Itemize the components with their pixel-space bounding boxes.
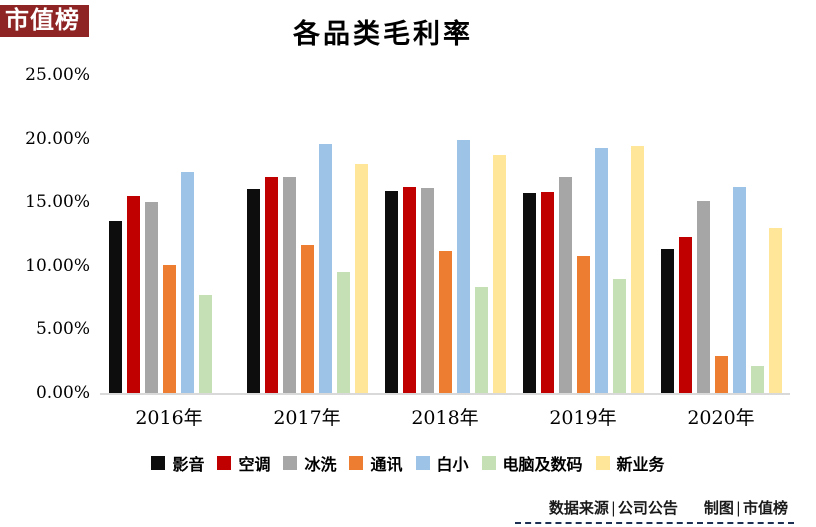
legend-swatch (481, 456, 496, 470)
bar (198, 295, 212, 393)
credit-label: 制图 (703, 499, 734, 517)
y-axis-tick: 15.00% (25, 192, 90, 213)
bar (540, 192, 554, 393)
legend-label: 白小 (436, 455, 469, 474)
bar (126, 195, 140, 393)
bar (594, 147, 608, 393)
bar (558, 176, 572, 393)
bar (438, 250, 452, 393)
bar-cluster (376, 75, 514, 393)
separator-bar: | (610, 499, 616, 517)
bar (336, 272, 350, 393)
legend-label: 电脑及数码 (502, 455, 583, 474)
bar-group: 2017年 (238, 75, 376, 429)
separator-bar: | (735, 499, 741, 517)
bar (714, 356, 728, 393)
y-axis-tick: 20.00% (25, 128, 90, 149)
bar (474, 287, 488, 393)
bar-group: 2016年 (100, 75, 238, 429)
legend-swatch (349, 456, 364, 470)
bar-cluster (100, 75, 238, 393)
bar (282, 176, 296, 393)
bar (576, 255, 590, 393)
bar (420, 188, 434, 393)
source-value: 公司公告 (617, 499, 678, 517)
bar (768, 227, 782, 393)
legend-swatch (595, 456, 610, 470)
legend-swatch (415, 456, 430, 470)
legend-label: 通讯 (370, 455, 403, 474)
bar-group: 2020年 (652, 75, 790, 429)
bar (402, 186, 416, 393)
legend-label: 影音 (172, 455, 205, 474)
bar (264, 176, 278, 393)
bar (300, 245, 314, 393)
legend-swatch (217, 456, 232, 470)
legend-label: 新业务 (616, 455, 665, 474)
legend-item: 白小 (415, 451, 469, 475)
x-axis-label: 2018年 (411, 407, 479, 429)
bar (696, 200, 710, 393)
bar (750, 366, 764, 393)
bar (180, 171, 194, 393)
x-axis-label: 2020年 (687, 407, 755, 429)
bar (630, 146, 644, 393)
bar (318, 143, 332, 393)
bar (492, 155, 506, 393)
source-label: 数据来源 (548, 499, 609, 517)
bar-group: 2018年 (376, 75, 514, 429)
bar (732, 186, 746, 393)
bar (660, 249, 674, 393)
bar-group: 2019年 (514, 75, 652, 429)
site-logo: 市值榜 (0, 5, 89, 37)
plot-area: 2016年 2017年 2018年 2019年 2020年 (100, 75, 790, 429)
bar (522, 193, 536, 393)
bar (144, 202, 158, 393)
source-credit: 数据来源 | 公司公告 制图 | 市值榜 (514, 497, 794, 524)
legend-swatch (151, 456, 166, 470)
legend-swatch (283, 456, 298, 470)
legend-item: 冰洗 (283, 451, 336, 475)
y-axis-tick: 0.00% (35, 383, 90, 403)
legend-label: 冰洗 (304, 455, 337, 474)
legend-item: 通讯 (349, 451, 403, 475)
credit-value: 市值榜 (742, 499, 788, 517)
legend-item: 电脑及数码 (481, 451, 583, 475)
bar (246, 189, 260, 393)
bar (162, 264, 176, 393)
bar (354, 164, 368, 393)
x-axis-label: 2016年 (135, 407, 203, 429)
bar (108, 221, 122, 393)
y-axis-tick: 5.00% (35, 319, 90, 340)
legend-item: 新业务 (595, 451, 665, 475)
legend-item: 空调 (217, 451, 270, 475)
chart-title: 各品类毛利率 (293, 19, 473, 50)
legend-item: 影音 (151, 451, 204, 475)
y-axis-tick: 10.00% (25, 255, 90, 276)
x-axis-label: 2019年 (549, 407, 617, 429)
y-axis: 0.00% 5.00% 10.00% 15.00% 20.00% 25.00% (0, 65, 90, 403)
bar-cluster (238, 75, 376, 393)
bar-cluster (514, 75, 652, 393)
legend-label: 空调 (238, 455, 271, 474)
bar (678, 236, 692, 393)
chart-legend: 影音 空调 冰洗 通讯 白小 电脑及数码 新业务 (0, 451, 816, 475)
bar (612, 278, 626, 393)
x-axis-label: 2017年 (273, 407, 341, 429)
bar (384, 190, 398, 393)
bar (456, 139, 470, 393)
y-axis-tick: 25.00% (25, 65, 90, 85)
bar-cluster (652, 75, 790, 393)
